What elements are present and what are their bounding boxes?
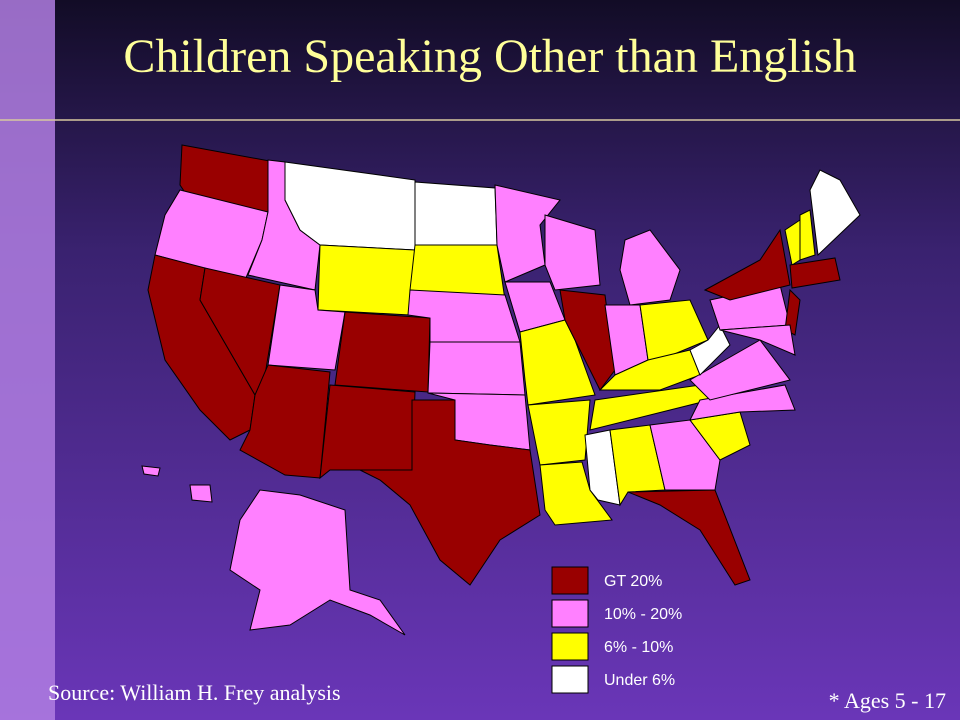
state bbox=[703, 228, 791, 301]
legend-swatch bbox=[551, 599, 589, 628]
state bbox=[649, 419, 721, 491]
state bbox=[229, 489, 406, 636]
legend-swatch bbox=[551, 632, 589, 661]
state bbox=[789, 257, 841, 289]
state bbox=[239, 364, 331, 479]
state bbox=[414, 181, 498, 246]
state bbox=[784, 288, 801, 336]
state bbox=[359, 399, 541, 586]
state bbox=[809, 169, 861, 257]
title: Children Speaking Other than English bbox=[123, 30, 856, 83]
state bbox=[527, 399, 591, 466]
note: * Ages 5 - 17 bbox=[829, 688, 946, 713]
state bbox=[689, 384, 796, 421]
legend-label: 10% - 20% bbox=[604, 606, 682, 623]
state bbox=[334, 311, 431, 393]
state bbox=[317, 244, 416, 316]
source: Source: William H. Frey analysis bbox=[48, 680, 341, 705]
state bbox=[609, 424, 666, 507]
side-strip bbox=[0, 0, 55, 720]
state bbox=[689, 339, 791, 401]
state bbox=[689, 324, 731, 376]
state bbox=[799, 209, 816, 261]
state bbox=[319, 384, 416, 480]
legend-swatch bbox=[551, 665, 589, 694]
state bbox=[719, 324, 796, 356]
state bbox=[539, 461, 613, 526]
legend-swatch bbox=[551, 566, 589, 595]
legend: GT 20% 10% - 20% 6% - 10% Under 6% bbox=[551, 566, 682, 694]
map bbox=[141, 144, 861, 636]
state bbox=[627, 489, 751, 586]
state bbox=[141, 465, 161, 477]
state bbox=[544, 214, 601, 291]
legend-label: Under 6% bbox=[604, 672, 675, 689]
state bbox=[639, 299, 709, 361]
state bbox=[584, 429, 621, 506]
state bbox=[427, 341, 526, 396]
legend-label: 6% - 10% bbox=[604, 639, 673, 656]
state bbox=[619, 229, 681, 306]
legend-label: GT 20% bbox=[604, 573, 662, 590]
state bbox=[189, 484, 213, 503]
